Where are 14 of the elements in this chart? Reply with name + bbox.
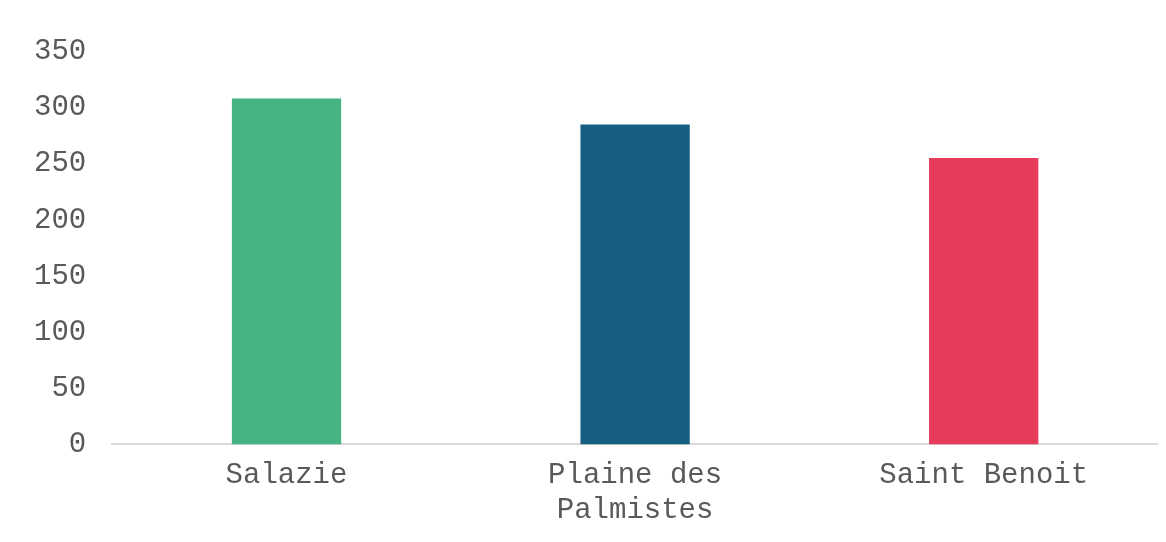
y-tick-label: 250 (33, 147, 87, 181)
y-tick-label: 200 (33, 203, 87, 237)
y-tick-label: 300 (33, 91, 87, 125)
bar (231, 98, 342, 445)
y-tick-label: 150 (33, 259, 87, 293)
y-tick-label: 50 (51, 371, 87, 405)
bar (580, 124, 690, 445)
y-tick-label: 350 (33, 35, 87, 69)
x-tick-label: Plaine des Palmistes (548, 459, 723, 528)
y-tick-label: 0 (68, 428, 87, 462)
x-tick-label: Saint Benoit (879, 459, 1089, 493)
bar (929, 158, 1039, 445)
y-tick-label: 100 (33, 315, 87, 349)
x-tick-label: Salazie (225, 459, 348, 493)
